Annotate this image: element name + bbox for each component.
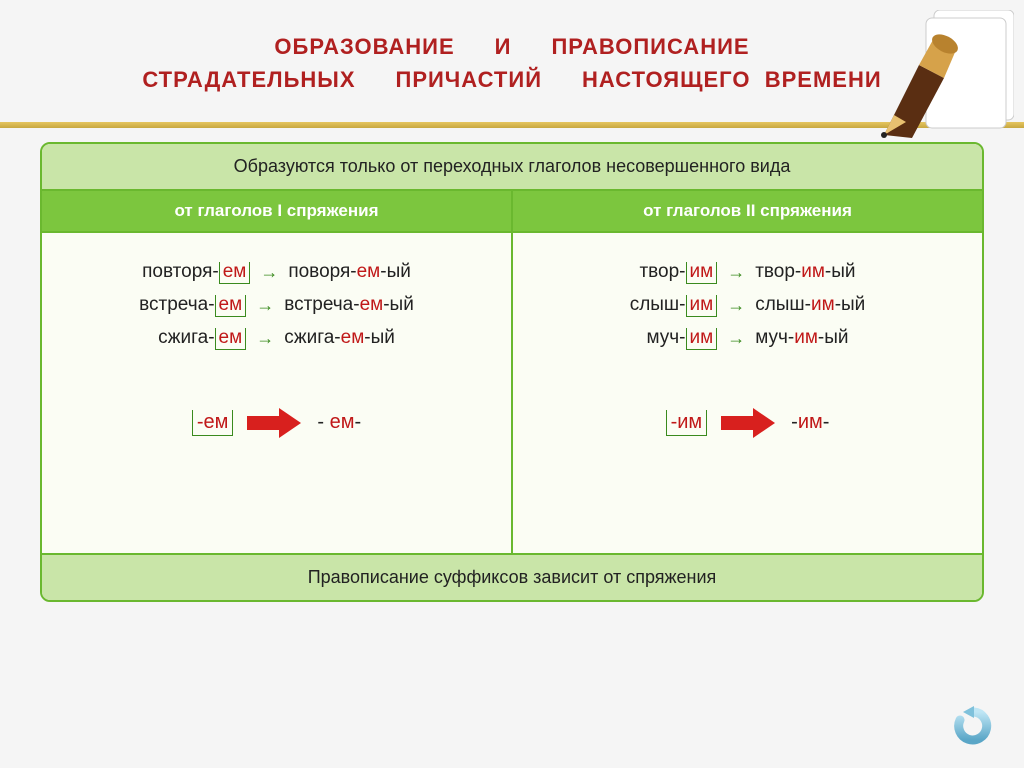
col-left: повторя-ем→поворя-ем-ыйвстреча-ем→встреч… xyxy=(42,233,513,553)
grammar-table: Образуются только от переходных глаголов… xyxy=(40,142,984,602)
verb-form: встреча-ем xyxy=(139,294,246,317)
verb-form: муч-им xyxy=(646,327,717,350)
table-header-row: от глаголов I спряжения от глаголов II с… xyxy=(42,191,982,233)
title-line-2: СТРАДАТЕЛЬНЫХПРИЧАСТИЙНАСТОЯЩЕГО ВРЕМЕНИ xyxy=(60,63,964,96)
arrow-icon: → xyxy=(256,328,274,349)
verb-form: сжига-ем xyxy=(158,327,246,350)
participle-form: твор-им-ый xyxy=(755,261,855,283)
arrow-icon: → xyxy=(260,262,278,283)
verb-form: твор-им xyxy=(639,261,717,284)
col-header-right: от глаголов II спряжения xyxy=(513,191,982,231)
col-header-left: от глаголов I спряжения xyxy=(42,191,513,231)
suffix-box: -ем xyxy=(192,410,234,436)
example-row: встреча-ем → встреча-ем-ый xyxy=(60,294,493,317)
table-caption: Образуются только от переходных глаголов… xyxy=(42,144,982,191)
participle-form: муч-им-ый xyxy=(755,327,848,349)
slide-header: ОБРАЗОВАНИЕ И ПРАВОПИСАНИЕ СТРАДАТЕЛЬНЫХ ПР… xyxy=(0,0,1024,116)
summary-right: -им -им- xyxy=(531,410,964,436)
example-row: сжига-ем → сжига-ем-ый xyxy=(60,327,493,350)
arrow-icon: → xyxy=(727,262,745,283)
arrow-icon: → xyxy=(256,295,274,316)
verb-form: повторя-ем xyxy=(142,261,250,284)
col-right: твор-им → твор-им-ый слыш-им → слыш-им-ый муч-… xyxy=(513,233,982,553)
table-body: повторя-ем→поворя-ем-ыйвстреча-ем→встреч… xyxy=(42,233,982,553)
arrow-icon xyxy=(721,411,777,435)
table-footer: Правописание суффиксов зависит от спряже… xyxy=(42,553,982,600)
example-row: твор-им → твор-им-ый xyxy=(531,261,964,284)
title-word: ПРАВОПИСАНИЕ xyxy=(551,34,749,59)
arrow-icon: → xyxy=(727,328,745,349)
suffix-box: -им xyxy=(666,410,708,436)
participle-form: встреча-ем-ый xyxy=(284,294,414,316)
participle-form: сжига-ем-ый xyxy=(284,327,395,349)
arrow-icon: → xyxy=(727,295,745,316)
example-row: слыш-им → слыш-им-ый xyxy=(531,294,964,317)
summary-left: -ем - ем- xyxy=(60,410,493,436)
title-line-1: ОБРАЗОВАНИЕ И ПРАВОПИСАНИЕ xyxy=(60,30,964,63)
title-word: СТРАДАТЕЛЬНЫХ xyxy=(142,67,355,92)
title-word: ПРИЧАСТИЙ xyxy=(396,67,543,92)
main-panel-wrap: Образуются только от переходных глаголов… xyxy=(0,128,1024,602)
participle-form: слыш-им-ый xyxy=(755,294,865,316)
arrow-icon xyxy=(247,411,303,435)
title-word: НАСТОЯЩЕГО xyxy=(582,67,750,92)
result-suffix: -им- xyxy=(791,411,829,434)
result-suffix: - ем- xyxy=(317,411,361,434)
verb-form: слыш-им xyxy=(630,294,718,317)
pen-icon xyxy=(864,10,1014,140)
example-row: муч-им → муч-им-ый xyxy=(531,327,964,350)
title-word: ОБРАЗОВАНИЕ xyxy=(274,34,454,59)
back-button[interactable] xyxy=(954,706,994,746)
participle-form: поворя-ем-ый xyxy=(288,261,411,283)
title-word: И xyxy=(495,34,512,59)
example-row: повторя-ем → поворя-ем-ый xyxy=(60,261,493,284)
